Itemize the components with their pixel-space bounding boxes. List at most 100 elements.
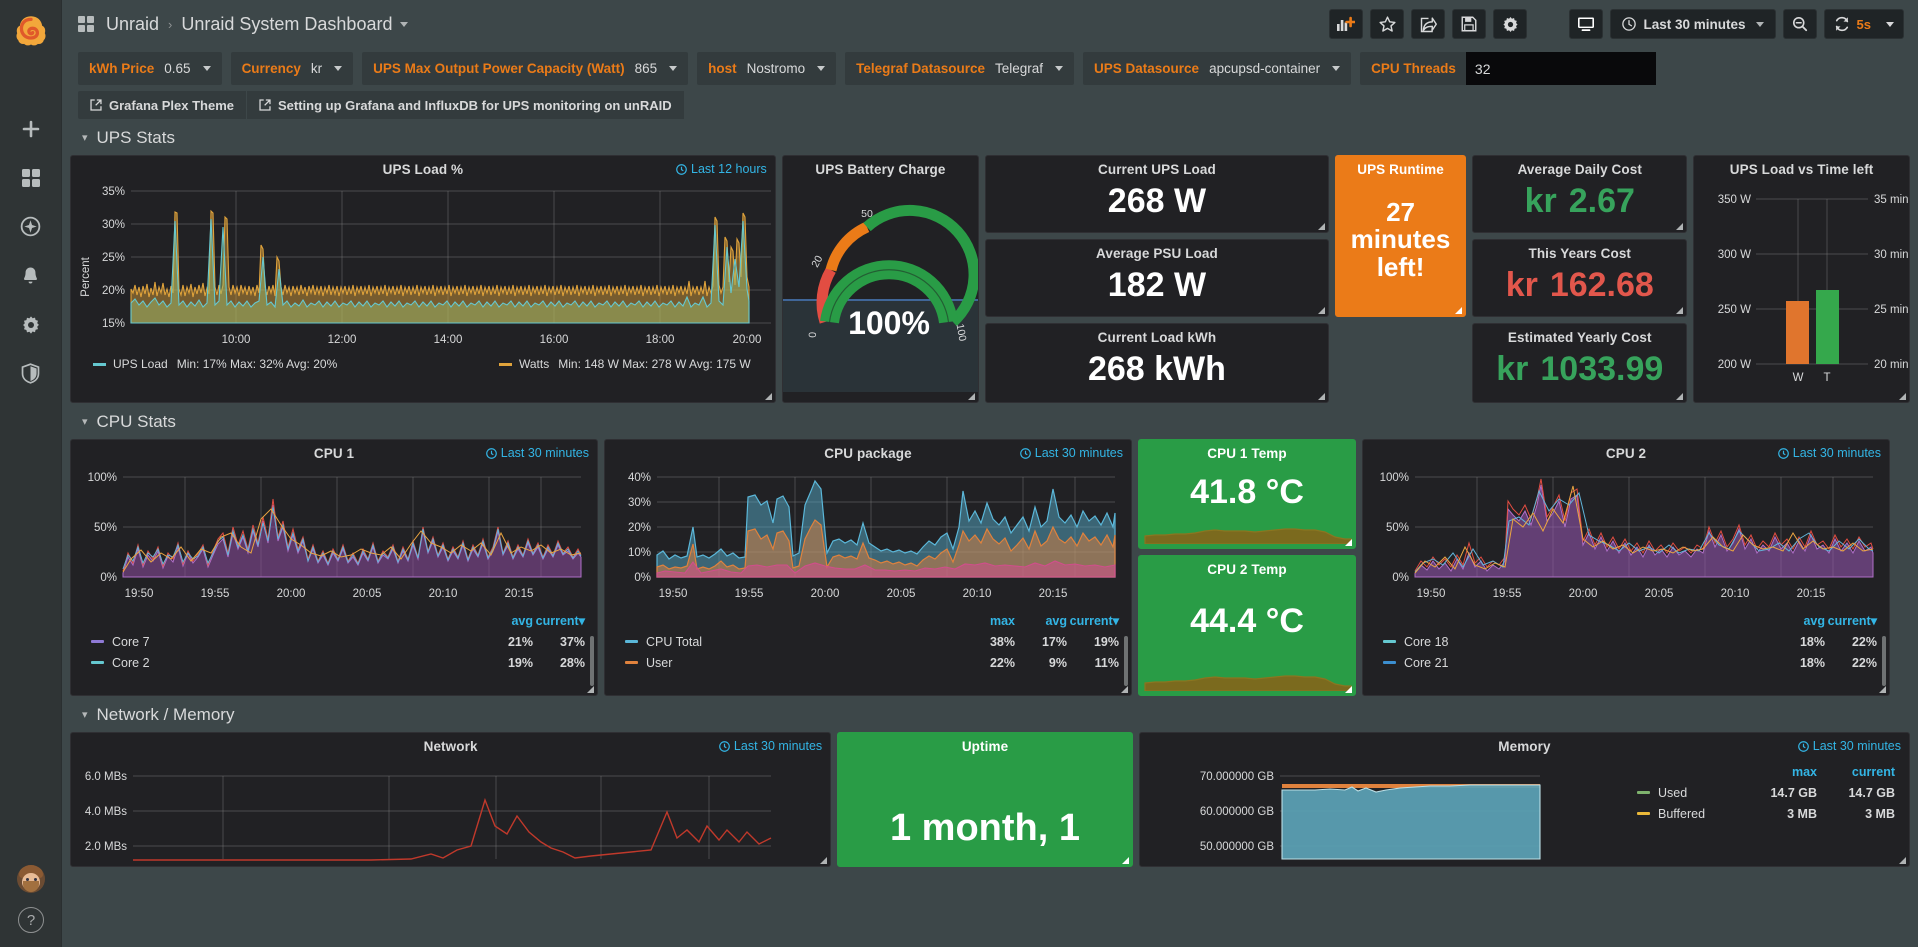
legend-header[interactable]: current▾ [1827,614,1877,628]
dashboard-link-grafana-plex-theme[interactable]: Grafana Plex Theme [78,91,246,119]
breadcrumb-title[interactable]: Unraid System Dashboard [181,13,393,34]
panel-resize-handle[interactable] [1898,856,1907,865]
tv-mode-button[interactable] [1569,9,1604,39]
panel-current-load-kwh[interactable]: Current Load kWh 268 kWh [985,323,1329,403]
panel-resize-handle[interactable] [586,685,595,694]
dashboard-link-ups-monitoring-guide[interactable]: Setting up Grafana and InfluxDB for UPS … [246,91,684,119]
legend-scrollbar[interactable] [590,636,594,686]
panel-resize-handle[interactable] [1317,306,1326,315]
variable-telegraf-datasource[interactable]: Telegraf Datasource Telegraf [845,52,1075,85]
panel-time-override[interactable]: Last 30 minutes [1797,739,1901,753]
breadcrumb-folder[interactable]: Unraid [106,13,160,34]
legend-header[interactable]: avg [1045,613,1067,628]
row-header-ups-stats[interactable]: ▾ UPS Stats [62,119,1918,155]
panel-resize-handle[interactable] [1120,685,1129,694]
dashboard-grid-icon[interactable] [78,16,94,32]
panel-resize-handle[interactable] [1317,222,1326,231]
legend-series-name[interactable]: Watts [519,357,550,371]
panel-memory[interactable]: Memory Last 30 minutes 70.000000 GB 60.0… [1138,732,1910,867]
panel-cpu-package[interactable]: CPU package Last 30 minutes [604,439,1132,696]
sidebar-item-server-admin[interactable] [0,349,62,398]
panel-cpu-2-temp[interactable]: CPU 2 Temp 44.4 °C [1138,555,1356,696]
panel-time-override[interactable]: Last 30 minutes [485,446,589,460]
legend-item[interactable]: Core 7 21% 37% [91,631,585,652]
avatar[interactable] [17,865,45,893]
panel-estimated-yearly-cost[interactable]: Estimated Yearly Cost kr 1033.99 [1472,323,1688,403]
panel-resize-handle[interactable] [1675,392,1684,401]
mark-favorite-button[interactable] [1370,9,1405,39]
legend-header[interactable]: current▾ [1069,614,1119,628]
sidebar-item-alerting[interactable] [0,251,62,300]
legend-item[interactable]: Buffered 3 MB 3 MB [1637,803,1895,824]
refresh-picker[interactable]: 5s [1823,9,1904,39]
grafana-logo-icon[interactable] [9,8,53,52]
save-dashboard-button[interactable] [1452,9,1487,39]
panel-time-override[interactable]: Last 12 hours [676,162,767,176]
time-range-picker[interactable]: Last 30 minutes [1610,9,1776,39]
add-panel-button[interactable] [1329,9,1364,39]
legend-header[interactable]: max [1791,764,1817,779]
legend-item[interactable]: CPU Total 38% 17% 19% [625,631,1119,652]
legend-scrollbar[interactable] [1124,636,1128,686]
panel-current-ups-load[interactable]: Current UPS Load 268 W [985,155,1329,233]
panel-resize-handle[interactable] [1344,685,1353,694]
zoom-out-time-button[interactable] [1782,9,1817,39]
panel-time-override[interactable]: Last 30 minutes [719,739,822,753]
legend-item[interactable]: User 22% 9% 11% [625,652,1119,673]
panel-resize-handle[interactable] [1878,685,1887,694]
legend-header[interactable]: avg [511,613,533,628]
share-dashboard-button[interactable] [1411,9,1446,39]
panel-cpu-1-temp[interactable]: CPU 1 Temp 41.8 °C [1138,439,1356,549]
panel-resize-handle[interactable] [764,392,773,401]
dashboard-settings-button[interactable] [1493,9,1528,39]
panel-average-daily-cost[interactable]: Average Daily Cost kr 2.67 [1472,155,1688,233]
legend-scrollbar[interactable] [1882,636,1886,686]
panel-cpu-2[interactable]: CPU 2 Last 30 minutes 100% 50% [1362,439,1890,696]
panel-resize-handle[interactable] [819,856,828,865]
legend-item[interactable]: Core 2 19% 28% [91,652,585,673]
panel-ups-runtime[interactable]: UPS Runtime 27 minutes left! [1334,155,1467,317]
panel-resize-handle[interactable] [967,392,976,401]
sidebar-item-create[interactable] [0,104,62,153]
row-header-cpu-stats[interactable]: ▾ CPU Stats [62,403,1918,439]
panel-resize-handle[interactable] [1675,222,1684,231]
help-button[interactable]: ? [18,907,44,933]
panel-resize-handle[interactable] [1675,306,1684,315]
panel-resize-handle[interactable] [1317,392,1326,401]
variable-currency[interactable]: Currency kr [230,52,354,85]
panel-uptime[interactable]: Uptime 1 month, 1 [837,732,1133,867]
panel-time-override[interactable]: Last 30 minutes [1777,446,1881,460]
sidebar-item-explore[interactable] [0,202,62,251]
legend-header[interactable]: avg [1803,613,1825,628]
sidebar-item-configuration[interactable] [0,300,62,349]
panel-resize-handle[interactable] [1121,856,1130,865]
panel-resize-handle[interactable] [1344,538,1353,547]
cpu-threads-input[interactable] [1465,52,1656,85]
panel-network[interactable]: Network Last 30 minutes 6.0 MBs 4.0 MBs [70,732,832,867]
variable-ups-max-output-power[interactable]: UPS Max Output Power Capacity (Watt) 865 [362,52,689,85]
panel-resize-handle[interactable] [1454,306,1463,315]
row-header-network-memory[interactable]: ▾ Network / Memory [62,696,1918,732]
variable-ups-datasource[interactable]: UPS Datasource apcupsd-container [1083,52,1352,85]
panel-average-psu-load[interactable]: Average PSU Load 182 W [985,239,1329,317]
variable-kwh-price[interactable]: kWh Price 0.65 [78,52,222,85]
chevron-down-icon[interactable] [400,21,409,27]
legend-item[interactable]: Used 14.7 GB 14.7 GB [1637,782,1895,803]
variable-cpu-threads[interactable]: CPU Threads [1360,52,1656,85]
sidebar-item-dashboards[interactable] [0,153,62,202]
legend-item[interactable]: Core 21 18% 22% [1383,652,1877,673]
legend-header[interactable]: current [1851,764,1895,779]
legend-item[interactable]: Core 18 18% 22% [1383,631,1877,652]
variable-host[interactable]: host Nostromo [697,52,837,85]
panel-resize-handle[interactable] [1898,392,1907,401]
panel-this-years-cost[interactable]: This Years Cost kr 162.68 [1472,239,1688,317]
panel-ups-battery-charge[interactable]: UPS Battery Charge 50 20 0 100 100% [781,155,980,403]
panel-time-override[interactable]: Last 30 minutes [1019,446,1123,460]
legend-series-name[interactable]: UPS Load [113,357,168,371]
legend-header[interactable]: max [989,613,1015,628]
panel-ups-load-vs-time-left[interactable]: UPS Load vs Time left 350 W 300 W 250 W … [1693,155,1910,403]
stat-prefix: kr [1496,349,1529,388]
legend-header[interactable]: current▾ [535,614,585,628]
panel-cpu-1[interactable]: CPU 1 Last 30 minutes 100% 50% [70,439,598,696]
panel-ups-load-percent[interactable]: UPS Load % Last 12 hours [70,155,776,403]
